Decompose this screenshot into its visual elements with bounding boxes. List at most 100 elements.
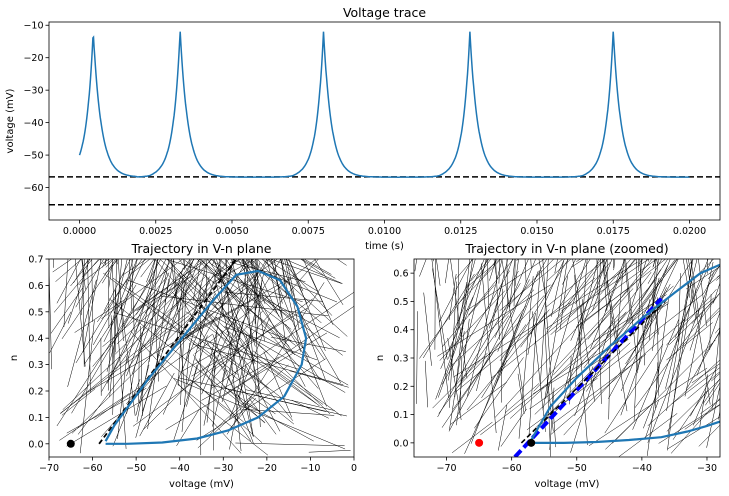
flow-line bbox=[489, 259, 497, 281]
flow-line bbox=[504, 383, 540, 414]
flow-line bbox=[112, 379, 141, 447]
flow-line bbox=[498, 404, 508, 451]
x-tick-label: 0.0125 bbox=[444, 226, 477, 237]
flow-line bbox=[499, 259, 564, 311]
flow-line bbox=[711, 321, 720, 409]
series-group-2 bbox=[414, 259, 720, 457]
flow-line bbox=[291, 399, 329, 419]
chart-title: Trajectory in V-n plane (zoomed) bbox=[464, 241, 668, 256]
flow-line bbox=[132, 259, 151, 273]
flow-line bbox=[647, 259, 663, 284]
flow-line bbox=[126, 259, 159, 364]
trajectory-upper-line bbox=[530, 263, 720, 441]
flow-line bbox=[644, 400, 659, 440]
series-group-1 bbox=[49, 259, 354, 456]
x-tick-label: −70 bbox=[437, 463, 457, 474]
flow-line bbox=[431, 259, 449, 398]
flow-line bbox=[494, 259, 529, 338]
flow-line bbox=[530, 259, 565, 335]
flow-line bbox=[114, 289, 127, 449]
flow-line bbox=[553, 354, 647, 424]
flow-line bbox=[670, 397, 720, 454]
flow-line bbox=[202, 262, 221, 314]
flow-line bbox=[456, 318, 470, 426]
flow-line bbox=[682, 297, 715, 324]
separatrix-line bbox=[520, 300, 666, 444]
flow-line bbox=[239, 259, 258, 285]
flow-line bbox=[235, 385, 276, 415]
flow-line bbox=[256, 259, 276, 279]
axes-frame-1 bbox=[48, 258, 355, 458]
flow-line bbox=[514, 259, 519, 287]
flow-line bbox=[336, 259, 347, 266]
flow-line bbox=[432, 352, 488, 409]
flow-line bbox=[470, 259, 490, 281]
x-tick-label: 0.0075 bbox=[292, 226, 325, 237]
flow-line bbox=[533, 350, 611, 431]
flow-line bbox=[199, 259, 295, 355]
flow-line bbox=[114, 312, 300, 370]
flow-line bbox=[252, 350, 342, 417]
x-tick-label: 0 bbox=[351, 463, 357, 474]
flow-line bbox=[185, 311, 320, 407]
flow-line bbox=[671, 367, 720, 405]
flow-line bbox=[503, 259, 555, 312]
flow-line bbox=[633, 259, 642, 421]
flow-line bbox=[285, 323, 310, 358]
flow-line bbox=[245, 259, 322, 324]
flow-line bbox=[207, 259, 250, 320]
flow-line bbox=[127, 259, 207, 317]
flow-line bbox=[251, 259, 266, 304]
flow-line bbox=[658, 404, 720, 444]
flow-line bbox=[518, 276, 534, 439]
flow-line bbox=[182, 277, 291, 338]
flow-line bbox=[489, 282, 503, 329]
x-tick-label: −60 bbox=[83, 463, 103, 474]
flow-line bbox=[451, 421, 493, 453]
flow-line bbox=[545, 259, 607, 308]
flow-line bbox=[520, 311, 547, 348]
y-axis-label: n bbox=[9, 355, 20, 361]
flow-line bbox=[211, 259, 255, 284]
x-tick-label: 0.0025 bbox=[139, 226, 172, 237]
flow-line bbox=[191, 284, 251, 330]
flow-line bbox=[229, 365, 246, 450]
flow-line bbox=[173, 259, 185, 388]
flow-line bbox=[651, 259, 657, 319]
flow-line bbox=[255, 259, 258, 281]
flow-line bbox=[103, 273, 238, 375]
flow-line bbox=[587, 259, 653, 340]
flow-line bbox=[108, 259, 110, 329]
chart-title: Trajectory in V-n plane bbox=[131, 241, 272, 256]
flow-line bbox=[639, 259, 645, 366]
x-tick-label: 0.0200 bbox=[673, 226, 706, 237]
x-tick-label: −10 bbox=[300, 463, 320, 474]
flow-line bbox=[460, 283, 521, 382]
y-tick-label: −60 bbox=[23, 183, 43, 194]
flow-line bbox=[206, 331, 218, 423]
flow-line bbox=[442, 284, 495, 347]
flow-line bbox=[495, 259, 500, 340]
flow-line bbox=[534, 259, 548, 281]
flow-line bbox=[441, 353, 493, 428]
flow-line bbox=[450, 259, 468, 379]
flow-line bbox=[500, 408, 527, 447]
flow-line bbox=[481, 263, 497, 434]
flow-line bbox=[438, 315, 509, 414]
flow-line bbox=[703, 331, 720, 356]
fixed-point-marker bbox=[475, 438, 484, 447]
flow-line bbox=[125, 259, 134, 286]
flow-line bbox=[457, 295, 545, 388]
flow-line bbox=[116, 259, 118, 265]
flow-line bbox=[618, 413, 678, 457]
flow-line bbox=[666, 378, 720, 432]
flow-line bbox=[550, 268, 623, 335]
x-tick-label: 0.0000 bbox=[63, 226, 96, 237]
flow-line bbox=[505, 259, 513, 278]
flow-line bbox=[453, 301, 572, 378]
flow-line bbox=[437, 270, 519, 418]
flow-line bbox=[66, 385, 167, 447]
flow-line bbox=[211, 291, 354, 389]
flow-line bbox=[684, 262, 714, 397]
flow-line bbox=[256, 259, 259, 309]
